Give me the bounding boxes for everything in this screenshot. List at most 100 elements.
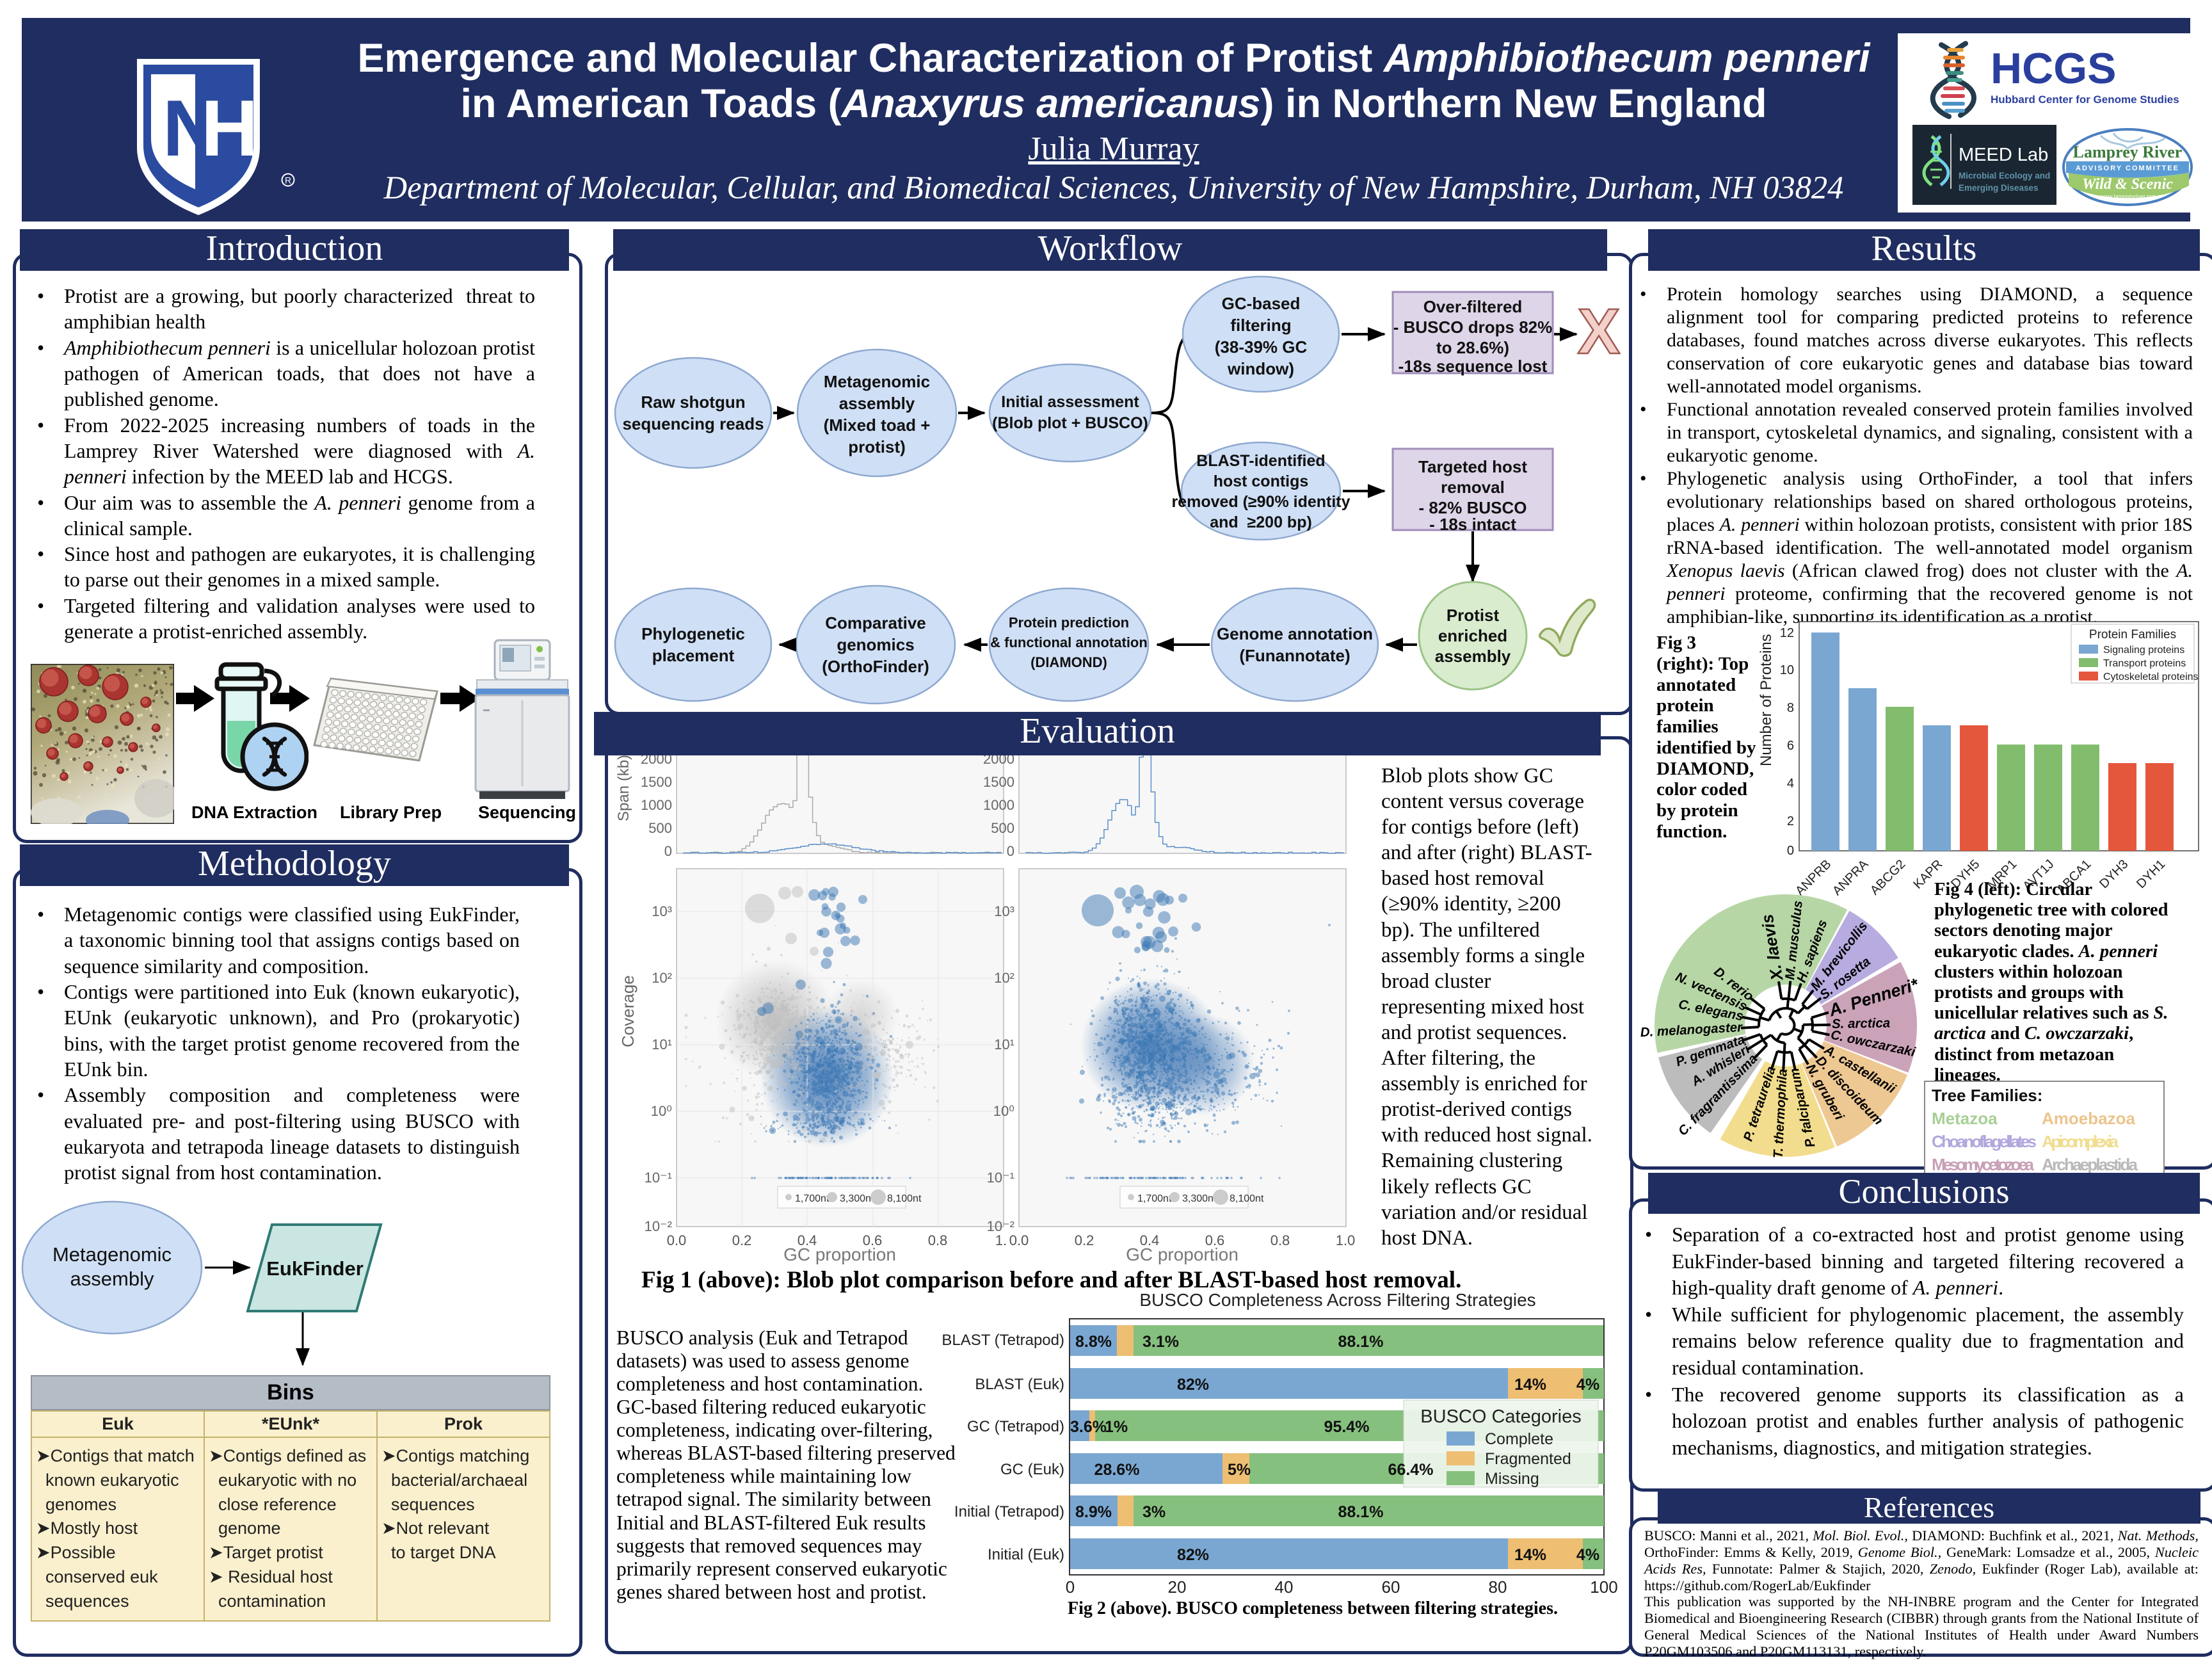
svg-text:0.8: 0.8 [928, 1232, 948, 1248]
svg-text:HCGS: HCGS [1991, 44, 2116, 93]
svg-text:82%: 82% [1177, 1376, 1209, 1394]
svg-text:Fragmented: Fragmented [1485, 1450, 1571, 1468]
svg-text:BUSCO Categories: BUSCO Categories [1420, 1406, 1581, 1427]
svg-text:Protein Families: Protein Families [2089, 628, 2176, 641]
svg-text:0: 0 [1066, 1577, 1075, 1597]
svg-text:assembly: assembly [1435, 647, 1511, 666]
svg-text:(Funannotate): (Funannotate) [1239, 646, 1350, 665]
svg-text:Raw shotgun: Raw shotgun [641, 392, 745, 412]
svg-text:3,300nt: 3,300nt [1182, 1193, 1217, 1204]
svg-text:Comparative: Comparative [825, 613, 926, 633]
svg-text:28.6%: 28.6% [1094, 1461, 1140, 1479]
svg-text:Archaeplastida: Archaeplastida [2042, 1155, 2138, 1174]
svg-text:BLAST (Euk): BLAST (Euk) [975, 1376, 1064, 1393]
svg-text:& functional annotation: & functional annotation [990, 634, 1148, 650]
svg-text:10²: 10² [994, 970, 1014, 986]
svg-text:0: 0 [1787, 844, 1794, 858]
svg-text:0: 0 [1007, 843, 1014, 859]
svg-text:Complete: Complete [1485, 1430, 1553, 1448]
svg-text:GC proportion: GC proportion [783, 1245, 896, 1264]
svg-text:12: 12 [1780, 626, 1794, 640]
svg-text:60: 60 [1382, 1577, 1400, 1597]
svg-text:removed (≥90% identity: removed (≥90% identity [1171, 493, 1350, 511]
svg-text:8.9%: 8.9% [1075, 1503, 1112, 1521]
svg-text:1500: 1500 [983, 774, 1014, 790]
svg-text:0.0: 0.0 [667, 1232, 687, 1248]
svg-text:4: 4 [1787, 777, 1794, 791]
svg-text:Choanoflagellates: Choanoflagellates [1932, 1132, 2037, 1151]
svg-text:Microbial Ecology and: Microbial Ecology and [1959, 171, 2050, 181]
svg-text:Initial (Euk): Initial (Euk) [988, 1546, 1064, 1563]
svg-text:Missing: Missing [1485, 1470, 1539, 1488]
svg-text:Initial (Tetrapod): Initial (Tetrapod) [954, 1503, 1064, 1520]
svg-text:10⁰: 10⁰ [651, 1103, 672, 1119]
svg-text:www.lampreyriver.org: www.lampreyriver.org [2099, 193, 2155, 200]
svg-text:1%: 1% [1105, 1418, 1128, 1436]
svg-text:Metazoa: Metazoa [1932, 1109, 1998, 1128]
svg-text:MEED Lab: MEED Lab [1959, 145, 2048, 165]
svg-text:95.4%: 95.4% [1324, 1418, 1370, 1436]
svg-text:Signaling proteins: Signaling proteins [2103, 645, 2184, 656]
svg-text:(38-39% GC: (38-39% GC [1215, 337, 1308, 357]
svg-text:Wild & Scenic: Wild & Scenic [2082, 176, 2173, 193]
svg-text:0.2: 0.2 [732, 1232, 752, 1248]
svg-text:window): window) [1227, 359, 1294, 378]
svg-text:0.4: 0.4 [1140, 1232, 1160, 1248]
svg-text:H: H [201, 85, 259, 173]
svg-text:Amoebazoa: Amoebazoa [2042, 1109, 2135, 1128]
svg-text:4%: 4% [1576, 1546, 1599, 1564]
svg-text:100: 100 [1590, 1577, 1617, 1597]
svg-text:BLAST (Tetrapod): BLAST (Tetrapod) [942, 1332, 1064, 1349]
svg-text:5%: 5% [1228, 1461, 1251, 1479]
svg-text:EukFinder: EukFinder [266, 1257, 364, 1280]
svg-text:Coverage: Coverage [618, 975, 637, 1047]
svg-text:0.0: 0.0 [1009, 1232, 1029, 1248]
svg-text:and ≥200 bp): and ≥200 bp) [1210, 513, 1312, 531]
svg-text:X: X [1578, 296, 1621, 367]
svg-text:enriched: enriched [1438, 626, 1507, 645]
svg-text:Phylogenetic: Phylogenetic [641, 624, 745, 643]
svg-text:10⁰: 10⁰ [993, 1103, 1014, 1119]
svg-text:1,700nt: 1,700nt [1137, 1193, 1172, 1204]
svg-text:S. arctica: S. arctica [1832, 1016, 1891, 1032]
svg-text:10¹: 10¹ [652, 1036, 672, 1052]
svg-text:GC (Tetrapod): GC (Tetrapod) [967, 1418, 1064, 1435]
svg-text:14%: 14% [1514, 1546, 1546, 1564]
svg-text:0.4: 0.4 [797, 1232, 817, 1248]
svg-text:sequencing reads: sequencing reads [622, 414, 764, 433]
svg-text:Tree Families:: Tree Families: [1932, 1086, 2042, 1105]
svg-text:10⁻²: 10⁻² [645, 1218, 672, 1234]
svg-text:0.6: 0.6 [863, 1232, 883, 1248]
svg-text:1500: 1500 [641, 774, 672, 790]
svg-text:20: 20 [1168, 1577, 1187, 1597]
svg-text:3%: 3% [1142, 1503, 1166, 1521]
svg-text:Cytoskeletal proteins: Cytoskeletal proteins [2103, 672, 2199, 682]
svg-text:Initial assessment: Initial assessment [1001, 393, 1139, 411]
svg-text:-18s sequence lost: -18s sequence lost [1399, 357, 1548, 376]
svg-text:1.0: 1.0 [1336, 1232, 1356, 1248]
svg-text:assembly: assembly [70, 1268, 154, 1290]
svg-text:GC proportion: GC proportion [1126, 1245, 1238, 1264]
svg-text:GC-based: GC-based [1222, 294, 1301, 313]
svg-text:500: 500 [648, 820, 672, 836]
svg-text:3.1%: 3.1% [1142, 1333, 1179, 1351]
svg-text:0.2: 0.2 [1075, 1232, 1094, 1248]
svg-text:80: 80 [1489, 1577, 1507, 1597]
svg-text:Number of Proteins: Number of Proteins [1758, 634, 1775, 766]
svg-text:10⁻¹: 10⁻¹ [987, 1170, 1014, 1186]
svg-text:ADVISORY COMMITTEE: ADVISORY COMMITTEE [2076, 165, 2179, 172]
svg-text:protist): protist) [848, 437, 906, 456]
svg-text:to 28.6%): to 28.6%) [1436, 338, 1509, 357]
svg-text:- 82% BUSCO: - 82% BUSCO [1418, 498, 1527, 517]
svg-text:1000: 1000 [641, 797, 672, 813]
svg-text:10⁻¹: 10⁻¹ [645, 1170, 672, 1186]
svg-text:BLAST-identified: BLAST-identified [1196, 452, 1325, 470]
svg-text:Protein prediction: Protein prediction [1009, 615, 1129, 631]
svg-text:500: 500 [991, 820, 1014, 836]
svg-text:66.4%: 66.4% [1388, 1461, 1434, 1479]
svg-text:genomics: genomics [837, 635, 914, 654]
svg-text:Emerging Diseases: Emerging Diseases [1959, 183, 2039, 193]
svg-text:(OrthoFinder): (OrthoFinder) [822, 657, 929, 676]
svg-text:Metagenomic: Metagenomic [824, 372, 930, 391]
svg-text:2: 2 [1787, 814, 1794, 828]
